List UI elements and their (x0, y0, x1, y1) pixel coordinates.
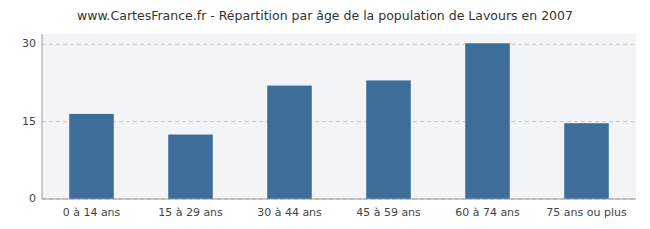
chart-container: www.CartesFrance.fr - Répartition par âg… (0, 0, 650, 229)
x-tick-label: 75 ans ou plus (546, 206, 627, 219)
bar (69, 114, 114, 199)
chart-svg: www.CartesFrance.fr - Répartition par âg… (0, 0, 650, 229)
y-axis-line (42, 34, 43, 199)
x-axis-line (42, 199, 636, 200)
y-tick-label: 0 (29, 192, 36, 205)
bars (69, 43, 609, 199)
bar (564, 123, 609, 199)
x-tick-label: 30 à 44 ans (257, 206, 322, 219)
grid (42, 44, 636, 199)
bar (366, 80, 411, 199)
y-axis: 0 15 30 (22, 34, 42, 205)
grid-line (42, 121, 636, 122)
bar (267, 86, 312, 199)
bar (168, 135, 213, 199)
x-tick-label: 0 à 14 ans (63, 206, 121, 219)
y-tick-label: 15 (22, 115, 36, 128)
x-tick-label: 60 à 74 ans (455, 206, 520, 219)
bar (465, 43, 510, 199)
x-axis: 0 à 14 ans 15 à 29 ans 30 à 44 ans 45 à 59 … (42, 199, 636, 219)
plot-background (42, 34, 636, 199)
x-tick-label: 15 à 29 ans (158, 206, 223, 219)
chart-title: www.CartesFrance.fr - Répartition par âg… (77, 8, 573, 23)
x-tick-label: 45 à 59 ans (356, 206, 421, 219)
grid-line (42, 199, 636, 200)
y-tick-label: 30 (22, 37, 36, 50)
grid-line (42, 44, 636, 45)
